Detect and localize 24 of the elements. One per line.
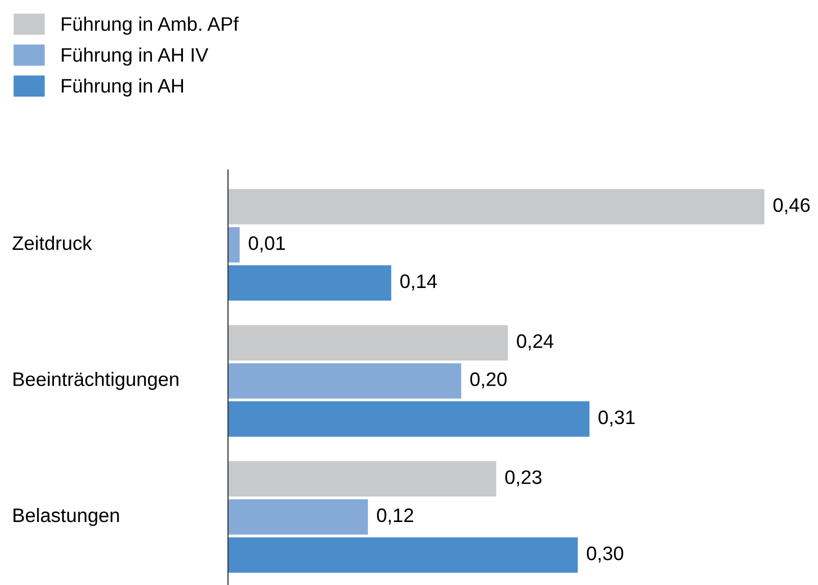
- data-label: 0,31: [598, 410, 635, 427]
- data-label: 0,01: [248, 236, 285, 252]
- bar: [228, 537, 578, 573]
- data-label: 0,30: [586, 546, 624, 563]
- bar: [228, 189, 764, 224]
- bar: [228, 325, 508, 360]
- bar: [228, 461, 496, 497]
- data-label: 0,46: [773, 198, 810, 214]
- data-label: 0,23: [505, 470, 542, 486]
- y-tick-label: Zeitdruck: [12, 236, 92, 250]
- bar: [228, 227, 240, 263]
- legend-label: Führung in AH: [62, 78, 183, 97]
- bar: [228, 499, 368, 535]
- data-label: 0,12: [377, 508, 414, 524]
- y-tick-label: Belastungen: [14, 508, 119, 526]
- bar: [228, 401, 590, 437]
- data-label: 0,14: [400, 274, 437, 290]
- bar: [228, 363, 462, 399]
- legend-label: Führung in AH IV: [62, 48, 208, 66]
- data-label: 0,24: [516, 334, 554, 350]
- legend-label: Führung in Amb. APf: [62, 16, 239, 35]
- bar: [228, 265, 392, 301]
- data-label: 0,20: [470, 372, 507, 388]
- y-tick-label: Beeinträchtigungen: [14, 372, 178, 390]
